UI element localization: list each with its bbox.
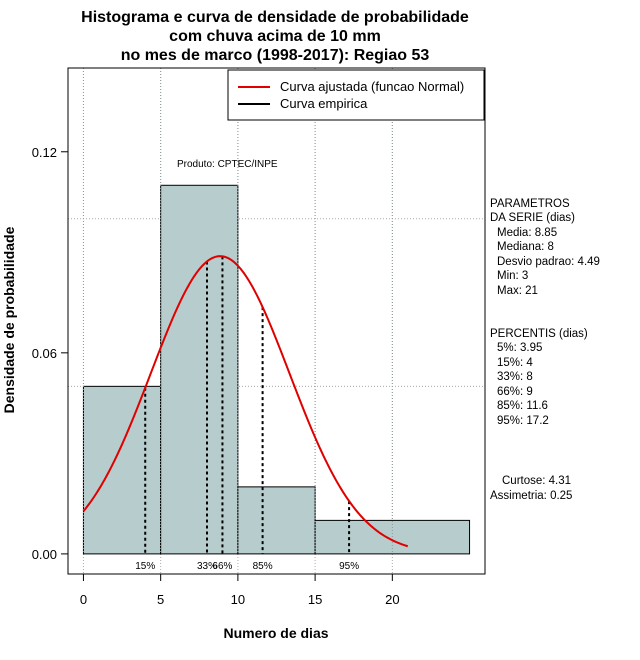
percentil-95: 95%: 17.2 bbox=[497, 415, 549, 427]
histogram-bars bbox=[82, 68, 471, 555]
param-min: Min: 3 bbox=[497, 270, 528, 282]
param-mediana: Mediana: 8 bbox=[497, 241, 554, 253]
legend: Curva ajustada (funcao Normal) Curva emp… bbox=[227, 69, 485, 121]
x-tick-label-3: 15 bbox=[308, 592, 322, 607]
chart-title-line-1: Histograma e curva de densidade de proba… bbox=[81, 9, 469, 26]
histogram-bar-2 bbox=[237, 486, 316, 555]
param-media: Media: 8.85 bbox=[497, 227, 557, 239]
legend-box bbox=[227, 69, 485, 121]
curtose: Curtose: 4.31 bbox=[502, 475, 571, 487]
percentile-label-2: 66% bbox=[212, 561, 232, 572]
product-annotation: Produto: CPTEC/INPE bbox=[177, 159, 278, 170]
histogram-bar-0 bbox=[82, 385, 162, 555]
normal-curve-line bbox=[82, 255, 409, 548]
percentile-label-1: 33% bbox=[197, 561, 217, 572]
side-panel: PARAMETROS DA SERIE (dias) Media: 8.85 M… bbox=[490, 198, 600, 502]
y-axis-label: Densidade de probabilidade bbox=[1, 226, 17, 413]
percentil-15: 15%: 4 bbox=[497, 357, 533, 369]
percentil-85: 85%: 11.6 bbox=[497, 400, 548, 412]
param-max: Max: 21 bbox=[497, 285, 538, 297]
y-tick-label-1: 0.06 bbox=[32, 346, 57, 361]
percentile-lines: 15% 33%66% 85% 95% bbox=[135, 256, 359, 572]
percentil-5: 5%: 3.95 bbox=[497, 342, 542, 354]
percentil-66: 66%: 9 bbox=[497, 386, 533, 398]
percentile-label-0: 15% bbox=[135, 561, 155, 572]
normal-curve bbox=[82, 255, 409, 548]
x-tick-label-1: 5 bbox=[157, 592, 164, 607]
percentile-label-3: 85% bbox=[253, 561, 273, 572]
x-axis-label: Numero de dias bbox=[223, 625, 328, 641]
x-tick-label-4: 20 bbox=[385, 592, 399, 607]
percentis-title: PERCENTIS (dias) bbox=[490, 328, 588, 340]
percentile-label-4: 95% bbox=[339, 561, 359, 572]
chart-title-line-3: no mes de marco (1998-2017): Regiao 53 bbox=[121, 47, 430, 64]
chart-title-line-2: com chuva acima de 10 mm bbox=[169, 28, 381, 45]
param-desvio: Desvio padrao: 4.49 bbox=[497, 256, 600, 268]
axes: 0 5 10 15 20 0.00 0.06 0.12 bbox=[32, 145, 400, 607]
params-title-1: PARAMETROS bbox=[490, 198, 570, 210]
assimetria: Assimetria: 0.25 bbox=[490, 490, 572, 502]
y-tick-label-0: 0.00 bbox=[32, 547, 57, 562]
params-title-2: DA SERIE (dias) bbox=[490, 212, 575, 224]
percentil-33: 33%: 8 bbox=[497, 371, 533, 383]
x-tick-label-2: 10 bbox=[231, 592, 245, 607]
histogram-bar-1 bbox=[160, 184, 239, 555]
legend-label-normal: Curva ajustada (funcao Normal) bbox=[280, 79, 464, 94]
legend-label-empirica: Curva empirica bbox=[280, 96, 368, 111]
x-tick-label-0: 0 bbox=[80, 592, 87, 607]
y-tick-label-2: 0.12 bbox=[32, 145, 57, 160]
